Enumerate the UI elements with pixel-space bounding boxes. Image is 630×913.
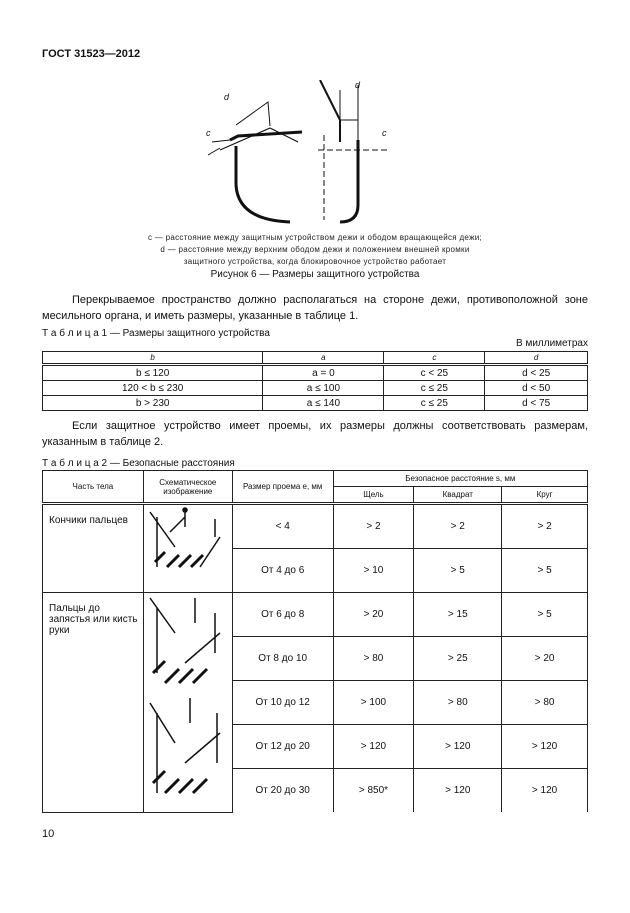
label-c-left: c bbox=[206, 128, 211, 138]
header-square: Квадрат bbox=[413, 486, 503, 505]
table-row: От 4 до 6 > 10 > 5 > 5 bbox=[43, 548, 588, 593]
cell: < 4 bbox=[231, 503, 334, 549]
cell: c ≤ 25 bbox=[383, 380, 486, 396]
col-c: c bbox=[383, 351, 486, 366]
cell: d < 75 bbox=[484, 395, 588, 411]
cell: > 120 bbox=[501, 768, 588, 812]
cell: > 25 bbox=[413, 636, 503, 681]
cell: > 120 bbox=[501, 724, 588, 769]
cell: b ≤ 120 bbox=[41, 364, 264, 381]
cell: > 120 bbox=[413, 724, 503, 769]
table1-units: В миллиметрах bbox=[516, 338, 588, 349]
cell: От 8 до 10 bbox=[231, 636, 334, 681]
table-row: От 10 до 12 > 100 > 80 > 80 bbox=[43, 680, 588, 725]
table-row: Пальцы до запястья или кисть руки От 6 д… bbox=[42, 592, 588, 813]
cell: > 80 bbox=[332, 636, 415, 681]
page-number: 10 bbox=[42, 828, 55, 840]
cell: > 850* bbox=[332, 768, 415, 812]
hand-diagram bbox=[149, 597, 221, 795]
paragraph-2: Если защитное устройство имеет проемы, и… bbox=[42, 420, 588, 448]
caption-c: c — расстояние между защитным устройство… bbox=[147, 233, 483, 242]
header-schematic: Схематическое изображение bbox=[142, 470, 233, 505]
figure-title: Рисунок 6 — Размеры защитного устройства bbox=[210, 269, 420, 280]
cell: > 20 bbox=[332, 592, 415, 637]
cell: От 12 до 20 bbox=[231, 724, 334, 769]
body-part-fingertips: Кончики пальцев bbox=[42, 503, 144, 593]
table-row: b > 230 a ≤ 140 c ≤ 25 d < 75 bbox=[41, 395, 588, 411]
table-row: От 8 до 10 > 80 > 25 > 20 bbox=[43, 636, 588, 681]
cell: > 5 bbox=[501, 592, 588, 637]
cell: > 80 bbox=[501, 680, 588, 725]
header-safe-distance: Безопасное расстояние s, мм bbox=[332, 470, 589, 487]
cell: > 10 bbox=[332, 548, 415, 593]
label-c-right: c bbox=[382, 128, 387, 138]
cell: > 120 bbox=[332, 724, 415, 769]
cell: От 6 до 8 bbox=[231, 592, 334, 637]
document-header: ГОСТ 31523—2012 bbox=[42, 48, 141, 60]
fingertips-diagram bbox=[149, 507, 221, 569]
cell: > 2 bbox=[332, 503, 415, 549]
cell: > 2 bbox=[501, 503, 588, 549]
cell: 120 < b ≤ 230 bbox=[41, 380, 264, 396]
paragraph-1: Перекрываемое пространство должно распол… bbox=[42, 294, 588, 322]
cell: d < 50 bbox=[484, 380, 588, 396]
col-a: a bbox=[262, 351, 385, 366]
table-2: Часть тела Схематическое изображение Разме… bbox=[42, 470, 589, 813]
header-circle: Круг bbox=[501, 486, 588, 505]
caption-d2: защитного устройства, когда блокировочно… bbox=[183, 257, 447, 266]
cell: > 100 bbox=[332, 680, 415, 725]
cell: a ≤ 100 bbox=[262, 380, 385, 396]
caption-d: d — расстояние между верхним ободом дежи… bbox=[160, 245, 470, 254]
fingertips-schematic bbox=[142, 503, 233, 593]
cell: > 5 bbox=[501, 548, 588, 593]
hand-schematic bbox=[142, 592, 233, 813]
cell: a ≤ 140 bbox=[262, 395, 385, 411]
col-b: b bbox=[41, 351, 264, 366]
cell: a = 0 bbox=[262, 364, 385, 381]
table1-title: Т а б л и ц а 1 — Размеры защитного устр… bbox=[42, 328, 270, 339]
cell: От 20 до 30 bbox=[231, 768, 334, 812]
cell: c < 25 bbox=[383, 364, 486, 381]
cell: От 4 до 6 bbox=[231, 548, 334, 593]
cell: c ≤ 25 bbox=[383, 395, 486, 411]
cell: > 2 bbox=[413, 503, 503, 549]
header-opening: Размер проема e, мм bbox=[231, 470, 334, 505]
header-body-part: Часть тела bbox=[42, 470, 144, 505]
table-row: От 12 до 20 > 120 > 120 > 120 bbox=[43, 724, 588, 769]
label-d-right: d bbox=[355, 80, 361, 90]
figure-6-drawing: d c d c bbox=[206, 80, 390, 224]
cell: От 10 до 12 bbox=[231, 680, 334, 725]
table-row: Кончики пальцев < 4 > 2 > 2 > 2 bbox=[42, 503, 588, 593]
table2-title: Т а б л и ц а 2 — Безопасные расстояния bbox=[42, 458, 235, 469]
table-row: 120 < b ≤ 230 a ≤ 100 c ≤ 25 d < 50 bbox=[41, 380, 588, 396]
table-row: От 20 до 30 > 850* > 120 > 120 bbox=[43, 768, 588, 812]
cell: > 80 bbox=[413, 680, 503, 725]
col-d: d bbox=[484, 351, 588, 366]
cell: > 20 bbox=[501, 636, 588, 681]
cell: > 5 bbox=[413, 548, 503, 593]
cell: b > 230 bbox=[41, 395, 264, 411]
cell: d < 25 bbox=[484, 364, 588, 381]
body-part-fingers-hand: Пальцы до запястья или кисть руки bbox=[42, 592, 144, 813]
header-slot: Щель bbox=[332, 486, 415, 505]
cell: > 120 bbox=[413, 768, 503, 812]
cell: > 15 bbox=[413, 592, 503, 637]
label-d-left: d bbox=[224, 92, 230, 102]
